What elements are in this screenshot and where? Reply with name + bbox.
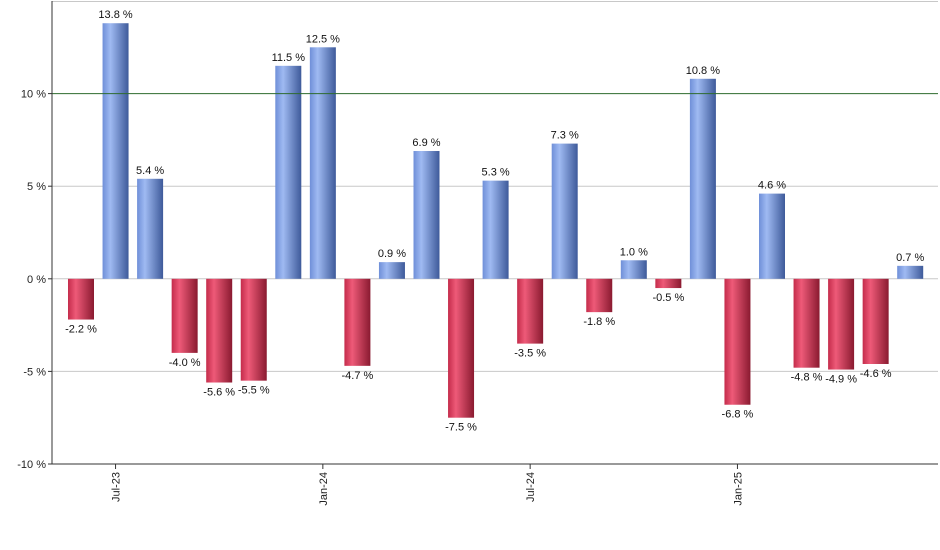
data-label: 10.8 % [686, 65, 720, 77]
data-label: -1.8 % [583, 316, 615, 328]
bar [724, 278, 751, 405]
data-label: 7.3 % [551, 130, 579, 142]
bar [689, 78, 716, 279]
data-label: 4.6 % [758, 180, 786, 192]
data-label: -4.6 % [860, 368, 892, 380]
data-label: 0.9 % [378, 248, 406, 260]
data-label: -6.8 % [722, 409, 754, 421]
data-label: 1.0 % [620, 246, 648, 258]
data-label: -4.0 % [169, 357, 201, 369]
data-label: -7.5 % [445, 422, 477, 434]
bar [448, 278, 475, 418]
bar [551, 143, 578, 279]
y-tick-label: 5 % [27, 181, 46, 193]
data-label: -4.7 % [342, 370, 374, 382]
bar [517, 278, 544, 344]
bar [482, 180, 509, 279]
data-label: 5.3 % [482, 167, 510, 179]
bar [793, 278, 820, 368]
data-label: 11.5 % [272, 52, 306, 64]
bar [828, 278, 855, 370]
data-label: 5.4 % [136, 165, 164, 177]
x-tick-label: Jul-23 [111, 472, 123, 502]
bar [206, 278, 233, 383]
data-label: 0.7 % [896, 252, 924, 264]
y-tick-label: -10 % [17, 459, 46, 471]
data-label: 13.8 % [98, 9, 132, 21]
bar [275, 65, 302, 279]
bar [137, 178, 164, 279]
x-tick-label: Jan-25 [732, 472, 744, 506]
bar [102, 23, 129, 279]
axes: -10 % -5 % 0 % 5 % 10 % Jul-23 Jan-24 Jul-24 Jan… [17, 1, 938, 506]
bar [897, 265, 924, 279]
data-label: -4.8 % [791, 372, 823, 384]
data-label: -2.2 % [65, 324, 97, 336]
data-label: -5.6 % [203, 387, 235, 399]
data-labels: -2.2 % 13.8 % 5.4 % -4.0 % -5.6 % -5.5 % 11.5 … [65, 9, 924, 433]
bar [309, 47, 336, 279]
bar [378, 262, 405, 279]
y-tick-label: -5 % [23, 366, 46, 378]
data-label: -3.5 % [514, 348, 546, 360]
bar [413, 151, 440, 279]
x-tick-label: Jul-24 [525, 472, 537, 502]
bar [655, 278, 682, 289]
bar [586, 278, 613, 313]
data-label: -4.9 % [825, 374, 857, 386]
bar [759, 193, 785, 279]
data-label: 6.9 % [412, 137, 440, 149]
bars [68, 23, 924, 418]
bar [344, 278, 371, 366]
data-label: -5.5 % [238, 385, 270, 397]
bar [620, 260, 647, 279]
data-label: -0.5 % [652, 292, 684, 304]
y-tick-label: 10 % [21, 89, 46, 101]
x-tick-label: Jan-24 [318, 472, 330, 506]
bar [171, 278, 198, 353]
y-tick-label: 0 % [27, 274, 46, 286]
bar [862, 278, 889, 364]
bar [240, 278, 267, 381]
data-label: 12.5 % [306, 33, 340, 45]
bar [68, 278, 94, 320]
